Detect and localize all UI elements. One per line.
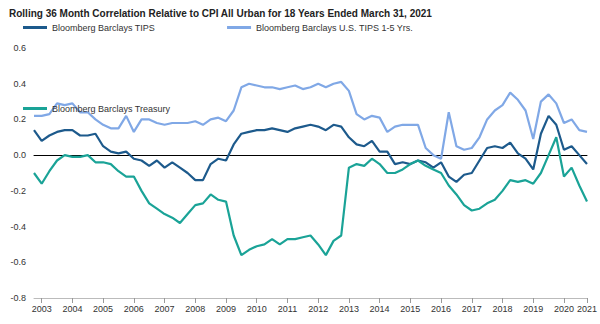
- svg-text:-0.2: -0.2: [10, 186, 26, 196]
- svg-text:2010: 2010: [247, 304, 267, 314]
- svg-text:0.0: 0.0: [13, 150, 26, 160]
- svg-text:Bloomberg Barclays TIPS: Bloomberg Barclays TIPS: [52, 23, 155, 33]
- svg-text:2017: 2017: [462, 304, 482, 314]
- svg-text:0.6: 0.6: [13, 43, 26, 53]
- svg-text:2006: 2006: [124, 304, 144, 314]
- svg-text:Bloomberg Barclays Treasury: Bloomberg Barclays Treasury: [52, 104, 171, 114]
- svg-text:2003: 2003: [32, 304, 52, 314]
- svg-text:0.4: 0.4: [13, 79, 26, 89]
- svg-text:Rolling 36 Month Correlation R: Rolling 36 Month Correlation Relative to…: [9, 8, 432, 19]
- svg-text:Bloomberg Barclays U.S. TIPS 1: Bloomberg Barclays U.S. TIPS 1-5 Yrs.: [256, 23, 413, 33]
- svg-text:2016: 2016: [431, 304, 451, 314]
- svg-text:2011: 2011: [278, 304, 297, 314]
- svg-text:2020: 2020: [554, 304, 574, 314]
- svg-text:2019: 2019: [523, 304, 543, 314]
- svg-text:2004: 2004: [62, 304, 82, 314]
- svg-text:-0.6: -0.6: [10, 257, 26, 267]
- svg-text:-0.4: -0.4: [10, 222, 26, 232]
- svg-text:2009: 2009: [216, 304, 236, 314]
- svg-text:2005: 2005: [93, 304, 113, 314]
- svg-text:2008: 2008: [185, 304, 205, 314]
- svg-text:2013: 2013: [339, 304, 359, 314]
- svg-text:2012: 2012: [308, 304, 328, 314]
- svg-text:2018: 2018: [492, 304, 512, 314]
- svg-text:2007: 2007: [155, 304, 175, 314]
- svg-text:2015: 2015: [400, 304, 420, 314]
- svg-text:0.2: 0.2: [13, 114, 26, 124]
- svg-text:2014: 2014: [370, 304, 390, 314]
- svg-text:2021: 2021: [577, 304, 597, 314]
- svg-text:-0.8: -0.8: [10, 293, 26, 303]
